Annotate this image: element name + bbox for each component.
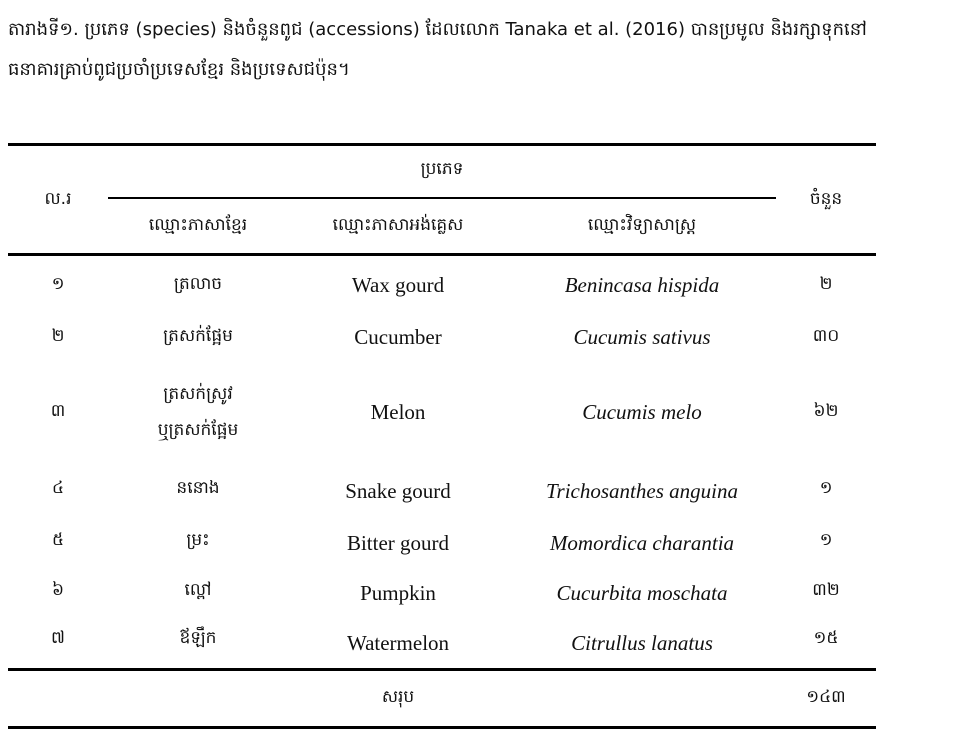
header-english-name: ឈ្មោះភាសាអង់គ្លេស bbox=[332, 214, 464, 235]
header-no: ល.រ bbox=[44, 188, 72, 209]
row-no: ៦ bbox=[51, 579, 65, 600]
row-khmer-name: ត្រសក់ស្រូវ ឬត្រសក់ផ្អែម bbox=[108, 366, 288, 458]
row-scientific-name: Momordica charantia bbox=[549, 530, 735, 555]
row-no: ២ bbox=[51, 325, 65, 346]
row-no: ៥ bbox=[51, 529, 65, 550]
row-english-name: Wax gourd bbox=[351, 272, 445, 297]
total-top-rule bbox=[8, 668, 876, 671]
row-khmer-name-line-2: ឬត្រសក់ផ្អែម bbox=[157, 420, 239, 440]
row-khmer-name: ត្រលាច bbox=[173, 273, 223, 294]
row-khmer-name: ឪឡឹក bbox=[179, 627, 217, 648]
caption-line-2: ធនាគារគ្រាប់ពូជប្រចាំប្រទេសខ្មែរ និងប្រទ… bbox=[8, 59, 350, 80]
row-no: ៣ bbox=[50, 400, 66, 421]
row-count: ១ bbox=[819, 529, 833, 550]
row-khmer-name: ននោង bbox=[176, 477, 220, 498]
row-english-name: Watermelon bbox=[346, 630, 450, 655]
header-species-group: ប្រភេទ bbox=[420, 158, 464, 179]
total-count: ១៤៣ bbox=[806, 686, 846, 707]
header-khmer-name: ឈ្មោះភាសាខ្មែរ bbox=[148, 214, 248, 235]
row-khmer-name-line-1: ត្រសក់ស្រូវ bbox=[163, 384, 233, 404]
row-count: ១៥ bbox=[813, 627, 839, 648]
row-khmer-name: ម្រះ bbox=[186, 529, 210, 550]
table-top-rule bbox=[8, 143, 876, 146]
row-scientific-name: Citrullus lanatus bbox=[571, 630, 713, 655]
species-group-rule bbox=[108, 197, 776, 199]
header-bottom-rule bbox=[8, 253, 876, 256]
table-caption: តារាងទី១. ប្រភេទ (species) និងចំនួនពូជ (… bbox=[8, 10, 953, 90]
row-english-name: Cucumber bbox=[354, 324, 442, 349]
row-khmer-name: ល្ពៅ bbox=[184, 579, 212, 600]
row-no: ៧ bbox=[51, 627, 65, 648]
total-label: សរុប bbox=[381, 686, 415, 707]
row-count: ៣០ bbox=[812, 325, 840, 346]
table-bottom-rule bbox=[8, 726, 876, 729]
row-count: ១ bbox=[819, 477, 833, 498]
row-scientific-name: Benincasa hispida bbox=[564, 272, 720, 297]
row-no: ១ bbox=[51, 273, 65, 294]
row-count: ២ bbox=[819, 273, 833, 294]
row-scientific-name: Trichosanthes anguina bbox=[546, 478, 738, 503]
row-english-name: Snake gourd bbox=[345, 478, 451, 503]
row-count: ៦២ bbox=[813, 400, 839, 421]
row-no: ៤ bbox=[51, 477, 65, 498]
row-english-name: Bitter gourd bbox=[346, 530, 450, 555]
row-scientific-name: Cucumis sativus bbox=[573, 324, 711, 349]
header-scientific-name: ឈ្មោះវិទ្យាសាស្ត្រ bbox=[587, 214, 697, 235]
header-count: ចំនួន bbox=[809, 188, 843, 209]
caption-line-1: តារាងទី១. ប្រភេទ (species) និងចំនួនពូជ (… bbox=[8, 19, 867, 40]
row-english-name: Melon bbox=[370, 399, 426, 424]
row-english-name: Pumpkin bbox=[360, 580, 436, 605]
row-scientific-name: Cucurbita moschata bbox=[556, 580, 728, 605]
row-count: ៣២ bbox=[812, 579, 840, 600]
row-khmer-name: ត្រសក់ផ្អែម bbox=[163, 325, 233, 346]
row-scientific-name: Cucumis melo bbox=[582, 399, 702, 424]
